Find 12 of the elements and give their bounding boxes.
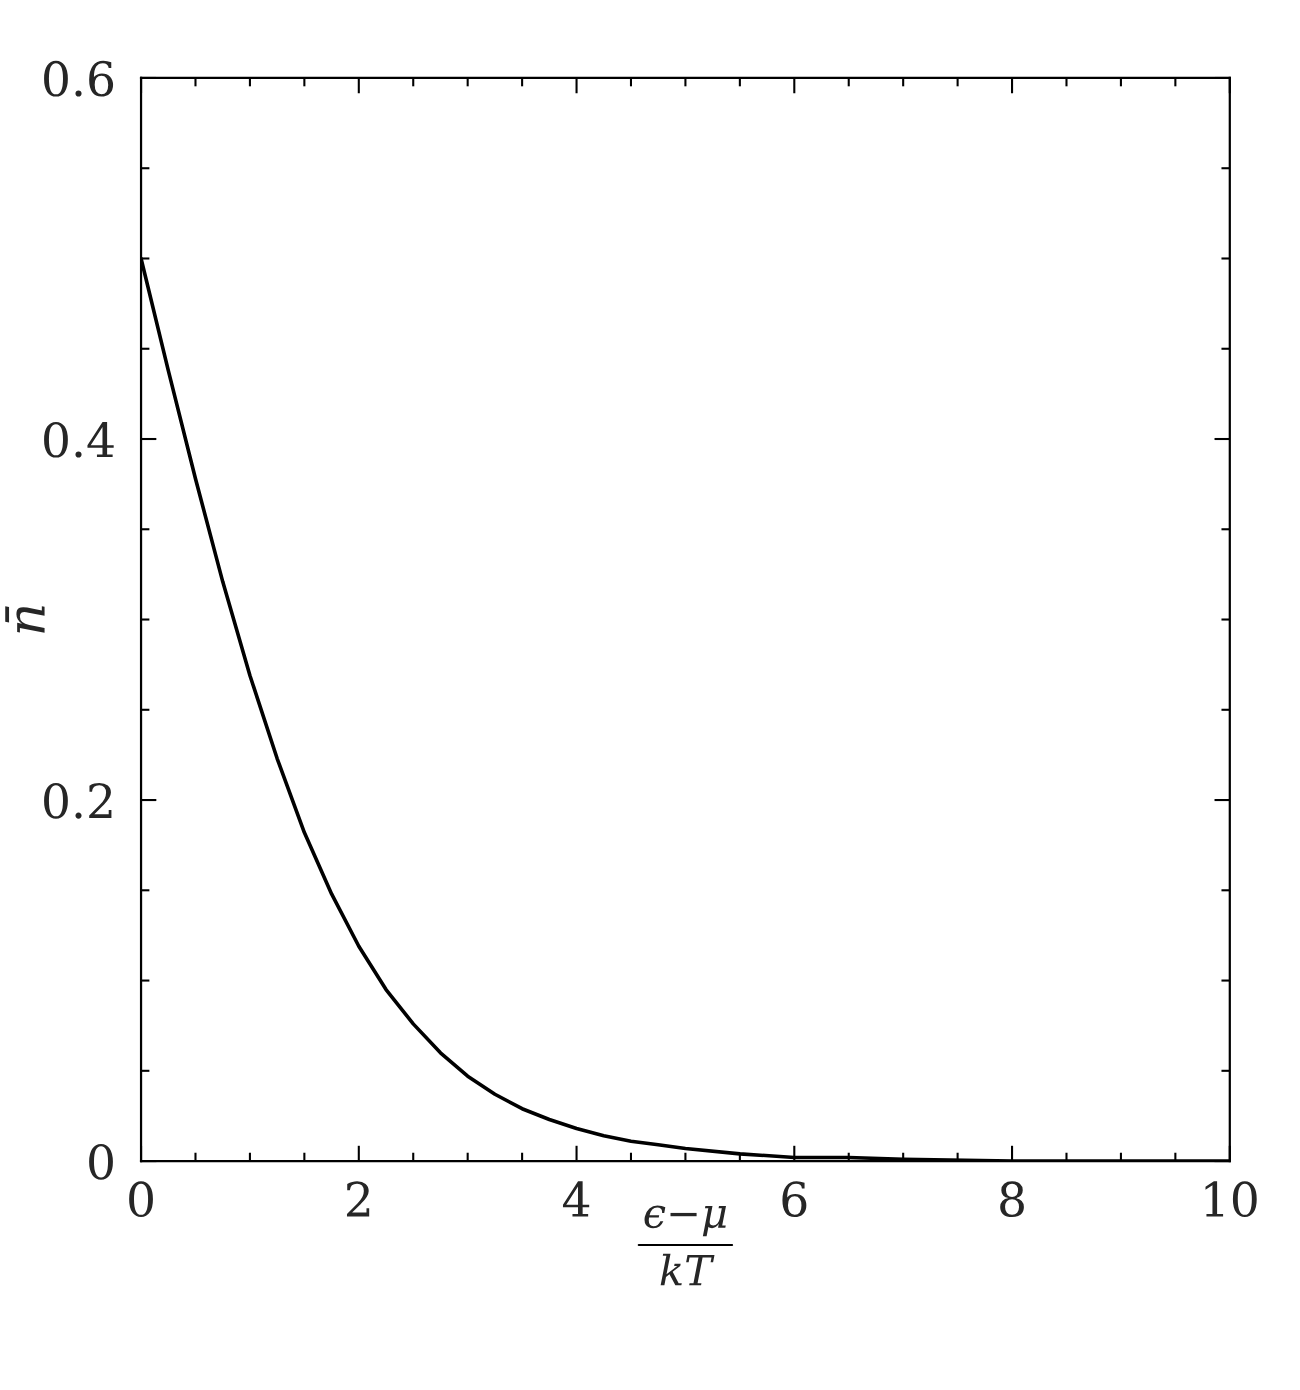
x-tick-label: 4 [562, 1181, 590, 1217]
y-tick-label: 0.2 [44, 782, 112, 819]
y-axis-title: n̄ [5, 606, 45, 633]
y-tick-label: 0.4 [44, 421, 114, 458]
x-tick-label: 2 [346, 1181, 370, 1217]
y-tick-label: 0 [89, 1143, 113, 1180]
x-axis-title: ϵ−μ kT [644, 1205, 726, 1286]
y-tick-label: 0.6 [44, 60, 114, 97]
x-tick-label: 8 [1000, 1181, 1024, 1218]
x-tick-label: 0 [129, 1181, 153, 1218]
x-tick-label: 6 [782, 1181, 807, 1218]
x-tick-label: 10 [1205, 1181, 1257, 1218]
